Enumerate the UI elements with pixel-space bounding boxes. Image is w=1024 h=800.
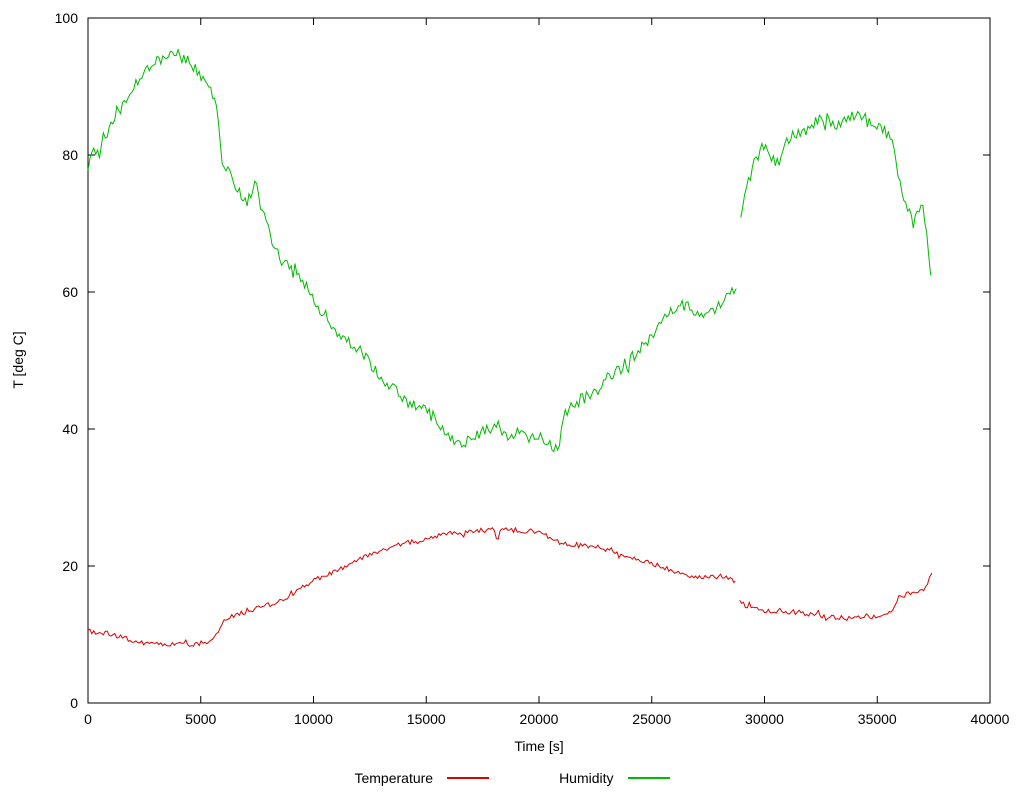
y-tick-label: 20	[62, 558, 78, 574]
y-tick-label: 80	[62, 147, 78, 163]
x-tick-label: 40000	[971, 711, 1010, 727]
x-tick-label: 30000	[745, 711, 784, 727]
y-tick-label: 40	[62, 421, 78, 437]
legend-item-humidity: Humidity	[559, 770, 670, 786]
legend-label-temperature: Temperature	[354, 770, 434, 786]
legend-line-temperature	[447, 777, 490, 779]
plot-border	[87, 17, 991, 704]
humidity-line	[87, 48, 737, 453]
legend-label-humidity: Humidity	[559, 770, 614, 786]
y-tick-label: 100	[55, 10, 79, 26]
temperature-line	[739, 572, 932, 622]
x-tick-label: 5000	[185, 711, 216, 727]
x-tick-label: 10000	[294, 711, 333, 727]
x-tick-label: 35000	[858, 711, 897, 727]
legend: Temperature Humidity	[0, 770, 1024, 786]
humidity-line	[740, 110, 932, 276]
y-axis-label: T [deg C]	[10, 331, 26, 389]
x-tick-label: 15000	[407, 711, 446, 727]
x-tick-label: 0	[84, 711, 92, 727]
x-tick-label: 25000	[632, 711, 671, 727]
temperature-line	[87, 526, 736, 647]
x-tick-label: 20000	[520, 711, 559, 727]
x-axis-label: Time [s]	[514, 738, 564, 754]
legend-line-humidity	[627, 777, 670, 779]
y-tick-label: 0	[70, 695, 78, 711]
y-tick-label: 60	[62, 284, 78, 300]
legend-item-temperature: Temperature	[354, 770, 490, 786]
